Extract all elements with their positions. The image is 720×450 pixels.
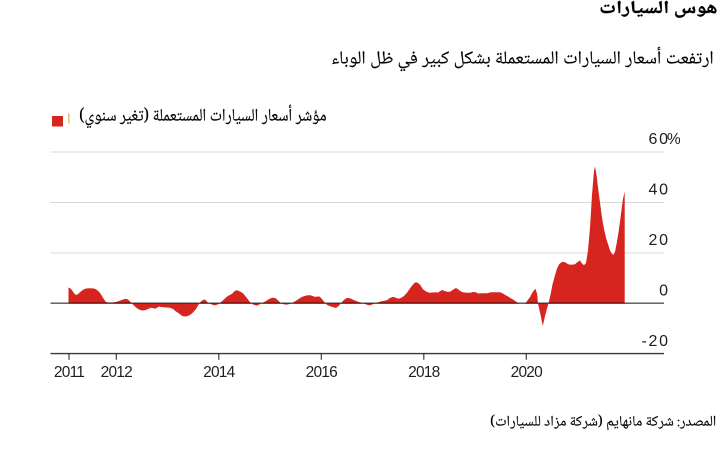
svg-text:2014: 2014 (203, 364, 235, 381)
svg-text:2018: 2018 (408, 364, 439, 381)
svg-text:20: 20 (648, 232, 669, 249)
svg-text:-20: -20 (641, 333, 669, 350)
svg-text:2012: 2012 (101, 364, 132, 381)
svg-text:60: 60 (648, 131, 669, 148)
svg-text:2016: 2016 (306, 364, 337, 381)
svg-text:2011: 2011 (54, 364, 84, 381)
svg-text:%: % (667, 131, 681, 148)
svg-text:0: 0 (659, 283, 670, 300)
svg-text:2020: 2020 (511, 364, 543, 381)
svg-text:40: 40 (648, 182, 669, 199)
